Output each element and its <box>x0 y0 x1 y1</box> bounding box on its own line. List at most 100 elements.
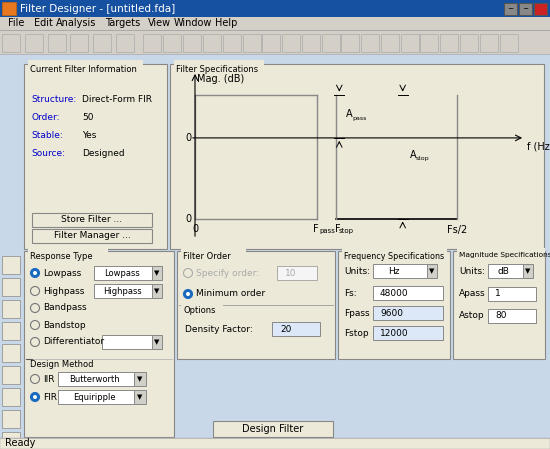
Text: Design Method: Design Method <box>30 360 94 369</box>
Bar <box>0 30 550 54</box>
Text: Filter Specifications: Filter Specifications <box>176 65 258 74</box>
Bar <box>322 34 340 52</box>
Bar <box>2 256 20 274</box>
Text: Astop: Astop <box>459 312 485 321</box>
Bar <box>70 34 88 52</box>
Text: Frequency Specifications: Frequency Specifications <box>344 252 444 261</box>
Bar <box>170 64 544 249</box>
Bar <box>500 34 518 52</box>
Bar <box>32 229 152 243</box>
Bar <box>373 306 443 320</box>
Bar <box>440 34 458 52</box>
Bar <box>134 390 146 404</box>
Text: Mag. (dB): Mag. (dB) <box>197 74 244 84</box>
Text: 80: 80 <box>495 312 507 321</box>
Bar <box>460 34 478 52</box>
Text: Targets: Targets <box>105 18 140 28</box>
Bar <box>2 388 20 406</box>
Text: 10: 10 <box>285 269 296 277</box>
Bar <box>401 34 419 52</box>
Text: Lowpass: Lowpass <box>43 269 81 277</box>
Bar <box>0 17 550 30</box>
Bar <box>2 322 20 340</box>
Bar <box>453 251 545 359</box>
Text: Equiripple: Equiripple <box>73 392 116 401</box>
Text: ▼: ▼ <box>155 288 159 294</box>
Text: pass: pass <box>320 229 335 234</box>
Bar <box>262 34 280 52</box>
Text: ▼: ▼ <box>138 376 142 382</box>
Bar <box>24 251 174 437</box>
Text: pass: pass <box>353 116 367 121</box>
Bar <box>116 34 134 52</box>
Text: Help: Help <box>215 18 238 28</box>
Text: Highpass: Highpass <box>103 286 141 295</box>
Text: Filter Manager ...: Filter Manager ... <box>54 232 130 241</box>
Text: Fs/2: Fs/2 <box>447 224 468 234</box>
Bar <box>282 34 300 52</box>
Bar <box>488 264 530 278</box>
Bar <box>203 34 221 52</box>
Bar <box>177 251 335 359</box>
Bar <box>243 34 261 52</box>
Bar <box>181 248 246 256</box>
Text: ▼: ▼ <box>525 268 531 274</box>
Text: Options: Options <box>183 306 216 315</box>
Text: Fs:: Fs: <box>344 289 356 298</box>
Text: Filter Order: Filter Order <box>183 252 231 261</box>
Text: Units:: Units: <box>459 267 485 276</box>
Bar <box>2 366 20 384</box>
Bar <box>152 335 162 349</box>
Bar <box>0 54 22 449</box>
Bar <box>25 34 43 52</box>
Circle shape <box>184 290 192 299</box>
Bar <box>32 213 152 227</box>
Text: A: A <box>346 109 353 119</box>
Bar <box>342 248 447 256</box>
Text: File: File <box>8 18 24 28</box>
Text: Differentiator: Differentiator <box>43 338 104 347</box>
Text: 9600: 9600 <box>380 308 403 317</box>
Text: Direct-Form FIR: Direct-Form FIR <box>82 94 152 104</box>
Bar <box>373 286 443 300</box>
Text: stop: stop <box>339 229 354 234</box>
Circle shape <box>33 395 37 399</box>
Circle shape <box>30 269 40 277</box>
Bar <box>0 54 550 449</box>
Bar <box>488 309 536 323</box>
Bar <box>272 322 320 336</box>
Text: ▼: ▼ <box>155 270 159 276</box>
Bar <box>420 34 438 52</box>
Text: Structure:: Structure: <box>31 94 76 104</box>
Bar <box>0 0 350 17</box>
Bar <box>341 34 359 52</box>
Text: 12000: 12000 <box>380 329 409 338</box>
Bar <box>534 3 547 15</box>
Text: Edit: Edit <box>34 18 53 28</box>
Text: Window: Window <box>174 18 212 28</box>
Text: 1: 1 <box>495 290 500 299</box>
Text: Order:: Order: <box>31 113 59 122</box>
Text: Butterworth: Butterworth <box>69 374 119 383</box>
Bar <box>427 264 437 278</box>
Bar <box>488 287 536 301</box>
Bar <box>94 266 161 280</box>
Bar <box>213 421 333 437</box>
Bar <box>28 60 143 69</box>
Text: ▼: ▼ <box>155 339 159 345</box>
Text: f (Hz): f (Hz) <box>527 142 550 152</box>
Text: 20: 20 <box>280 325 292 334</box>
Text: ─: ─ <box>523 6 527 12</box>
Text: Bandpass: Bandpass <box>43 304 87 313</box>
Bar <box>223 34 241 52</box>
Bar <box>381 34 399 52</box>
Bar <box>58 390 143 404</box>
Bar <box>2 432 20 449</box>
Bar <box>143 34 161 52</box>
Text: Stable:: Stable: <box>31 131 63 140</box>
Text: Fstop: Fstop <box>344 329 368 338</box>
Bar <box>302 34 320 52</box>
Bar <box>480 34 498 52</box>
Bar <box>22 251 544 439</box>
Text: IIR: IIR <box>43 374 54 383</box>
